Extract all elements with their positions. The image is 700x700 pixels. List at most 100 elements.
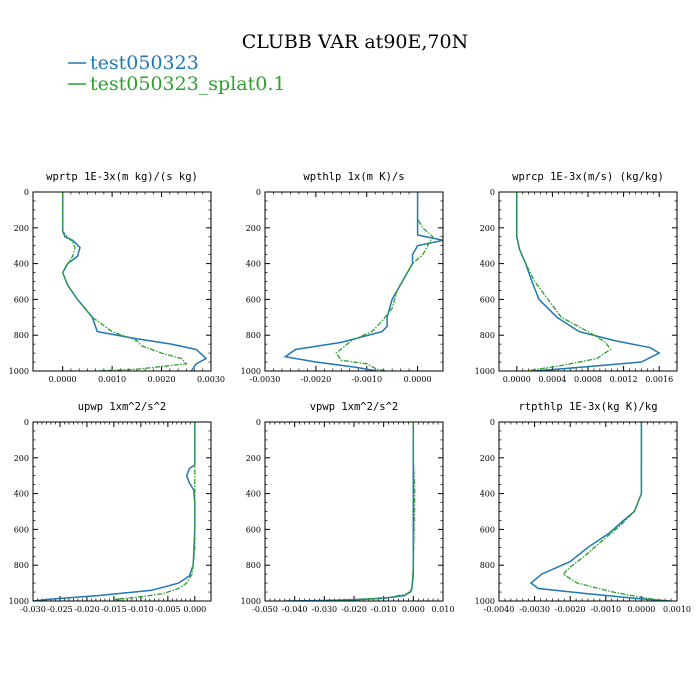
x-tick-label: -0.015	[101, 605, 127, 614]
plot-frame	[264, 191, 444, 372]
series-line-test050323-splat	[330, 422, 416, 601]
series-line-test050323-splat	[335, 192, 434, 371]
x-tick-label: 0.0000	[627, 605, 655, 614]
plot-frame	[32, 191, 212, 372]
x-tick-label: -0.0010	[590, 605, 621, 614]
y-tick-label: 0	[24, 188, 29, 197]
series-line-test050323-splat	[113, 422, 196, 601]
y-tick-label: 0	[490, 188, 495, 197]
series-line-test050323	[61, 192, 208, 371]
x-tick-label: -0.020	[341, 605, 367, 614]
plot-frame	[498, 421, 678, 602]
y-tick-label: 800	[14, 561, 29, 570]
x-tick-label: 0.010	[432, 605, 455, 614]
y-tick-label: 600	[246, 525, 261, 534]
y-tick-label: 600	[480, 525, 495, 534]
x-tick-label: 0.0020	[148, 375, 176, 384]
y-tick-label: 800	[14, 331, 29, 340]
y-tick-label: 0	[24, 418, 29, 427]
plot-frame	[32, 421, 212, 602]
panel-title: wpthlp 1x(m K)/s	[303, 171, 404, 183]
panel-6: rtpthlp 1E-3x(kg K)/kg -0.0040 -0.0030 -0.0…	[475, 401, 691, 614]
y-tick-label: 200	[480, 454, 495, 463]
y-tick-label: 200	[246, 224, 261, 233]
series-line-test050323	[285, 422, 415, 601]
y-tick-label: 200	[480, 224, 495, 233]
x-tick-label: 0.0000	[404, 375, 432, 384]
y-tick-label: 800	[246, 331, 261, 340]
y-tick-label: 1000	[9, 367, 29, 376]
panel-title: rtpthlp 1E-3x(kg K)/kg	[518, 401, 657, 413]
x-tick-label: 0.0030	[197, 375, 225, 384]
figure-title: CLUBB VAR at90E,70N	[242, 31, 468, 53]
y-tick-label: 800	[246, 561, 261, 570]
y-tick-label: 400	[246, 490, 261, 499]
panel-title: vpwp 1xm^2/s^2	[310, 401, 399, 413]
x-tick-label: -0.020	[74, 605, 100, 614]
series-line-test050323-splat	[61, 192, 188, 371]
y-tick-label: 600	[480, 295, 495, 304]
panel-5: vpwp 1xm^2/s^2 -0.050 -0.040 -0.030 -0.020 -0…	[241, 401, 455, 614]
x-tick-label: 0.0010	[98, 375, 126, 384]
series-line-test050323-splat	[516, 192, 612, 371]
x-tick-label: -0.0020	[301, 375, 332, 384]
series-line-test050323-splat	[562, 422, 667, 601]
y-tick-label: 400	[480, 260, 495, 269]
x-tick-label: 0.0000	[503, 375, 531, 384]
x-tick-label: -0.0030	[250, 375, 281, 384]
x-tick-label: -0.040	[282, 605, 308, 614]
x-tick-label: -0.0010	[351, 375, 382, 384]
legend-label-test050323-splat: test050323_splat0.1	[90, 73, 285, 95]
panels: wprtp 1E-3x(m kg)/(s kg)0.0000 0.0010 0.00…	[9, 171, 691, 614]
y-tick-label: 600	[14, 525, 29, 534]
y-tick-label: 0	[256, 188, 261, 197]
y-tick-label: 800	[480, 561, 495, 570]
y-tick-label: 1000	[241, 367, 261, 376]
x-tick-label: 0.0004	[538, 375, 566, 384]
y-tick-label: 600	[246, 295, 261, 304]
x-tick-label: -0.0040	[484, 605, 515, 614]
y-tick-label: 600	[14, 295, 29, 304]
panel-title: upwp 1xm^2/s^2	[78, 401, 167, 413]
y-tick-label: 200	[14, 454, 29, 463]
panel-3: wprcp 1E-3x(m/s) (kg/kg) 0.0000 0.0004 0.00…	[475, 171, 678, 384]
panel-title: wprtp 1E-3x(m kg)/(s kg)	[46, 171, 198, 183]
y-tick-label: 400	[14, 490, 29, 499]
x-tick-label: 0.0000	[49, 375, 77, 384]
series-line-test050323	[283, 192, 443, 371]
y-tick-label: 400	[246, 260, 261, 269]
plot-frame	[264, 421, 444, 602]
y-tick-label: 1000	[475, 367, 495, 376]
y-tick-label: 1000	[241, 597, 261, 606]
series-line-test050323	[516, 192, 661, 371]
series-line-test050323	[33, 422, 196, 601]
y-tick-label: 200	[246, 454, 261, 463]
panel-2: wpthlp 1x(m K)/s -0.0030 -0.0020 -0.0010 0.0…	[241, 171, 444, 384]
x-tick-label: 0.0016	[645, 375, 673, 384]
x-tick-label: 0.000	[402, 605, 425, 614]
x-tick-label: -0.025	[47, 605, 73, 614]
panel-4: upwp 1xm^2/s^2 -0.030 -0.025 -0.020 -0.015 -0…	[9, 401, 212, 614]
x-tick-label: 0.0012	[610, 375, 638, 384]
y-tick-label: 200	[14, 224, 29, 233]
y-tick-label: 0	[256, 418, 261, 427]
x-tick-label: -0.030	[312, 605, 338, 614]
legend: test050323 test050323_splat0.1	[68, 52, 285, 95]
x-tick-label: -0.005	[155, 605, 181, 614]
y-tick-label: 800	[480, 331, 495, 340]
x-tick-label: -0.050	[252, 605, 278, 614]
x-tick-label: -0.0020	[555, 605, 586, 614]
y-tick-label: 1000	[9, 597, 29, 606]
series-line-test050323	[529, 422, 670, 601]
x-tick-label: 0.0010	[663, 605, 691, 614]
y-tick-label: 400	[480, 490, 495, 499]
x-tick-label: -0.010	[371, 605, 397, 614]
legend-label-test050323: test050323	[90, 52, 199, 74]
x-tick-label: 0.000	[183, 605, 206, 614]
x-tick-label: -0.030	[20, 605, 46, 614]
y-tick-label: 400	[14, 260, 29, 269]
panel-1: wprtp 1E-3x(m kg)/(s kg) 0.0000 0.0010 0.00…	[9, 171, 225, 384]
y-tick-label: 0	[490, 418, 495, 427]
plot-frame	[498, 191, 678, 372]
